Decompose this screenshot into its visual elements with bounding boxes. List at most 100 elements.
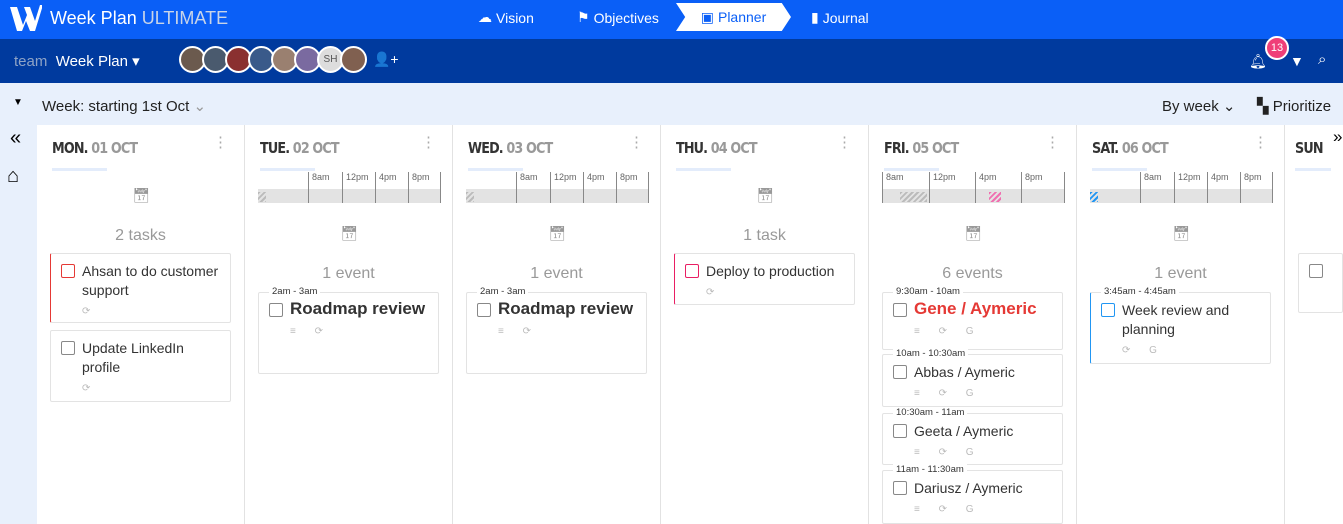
add-event-icon[interactable]: 📅︎ bbox=[340, 225, 359, 241]
member-avatar[interactable] bbox=[340, 46, 367, 73]
item-meta-icons: ⟳ bbox=[82, 306, 99, 317]
kebab-menu-icon[interactable]: ⋮ bbox=[1253, 134, 1268, 151]
day-header: TUE. 02 OCT bbox=[260, 139, 340, 157]
item-meta-icons: ≡ ⟳ G bbox=[914, 388, 982, 399]
item-title: Geeta / Aymeric bbox=[914, 423, 1014, 439]
timeline-tick: 4pm bbox=[375, 172, 397, 203]
item-meta-icons: ≡ ⟳ G bbox=[914, 447, 982, 458]
add-member-icon[interactable]: 👤+ bbox=[373, 51, 399, 67]
event-card[interactable]: 3:45am - 4:45am Week review and planning ⟳… bbox=[1090, 286, 1271, 364]
prioritize-button[interactable]: ▚ Prioritize bbox=[1257, 98, 1332, 115]
checkbox[interactable] bbox=[893, 481, 907, 495]
kebab-menu-icon[interactable]: ⋮ bbox=[421, 134, 436, 151]
checkbox[interactable] bbox=[1101, 303, 1115, 317]
checkbox[interactable] bbox=[477, 303, 491, 317]
view-selector[interactable]: By week ⌄ bbox=[1162, 98, 1236, 115]
item-title: Roadmap review bbox=[498, 299, 634, 318]
filter-icon[interactable]: ▼ bbox=[1290, 53, 1304, 69]
kebab-menu-icon[interactable]: ⋮ bbox=[1045, 134, 1060, 151]
expand-right-icon[interactable]: » bbox=[1333, 127, 1343, 146]
day-column: TUE. 02 OCT ⋮ 8am 12pm 4pm 8pm 📅︎ 1 event 2am - … bbox=[245, 125, 453, 524]
day-column: WED. 03 OCT ⋮ 8am 12pm 4pm 8pm 📅︎ 1 event 2am - … bbox=[453, 125, 661, 524]
nav-journal[interactable]: ▮ Journal bbox=[811, 9, 869, 26]
kebab-menu-icon[interactable]: ⋮ bbox=[837, 134, 852, 151]
checkbox[interactable] bbox=[269, 303, 283, 317]
nav-objectives[interactable]: ⚑ Objectives bbox=[577, 9, 659, 26]
checkbox[interactable] bbox=[893, 303, 907, 317]
app-title: Week Plan ULTIMATE bbox=[50, 8, 229, 28]
timeline-tick: 12pm bbox=[929, 172, 956, 203]
week-selector[interactable]: Week: starting 1st Oct ⌄ bbox=[42, 98, 207, 115]
item-title: Roadmap review bbox=[290, 299, 426, 318]
member-avatar[interactable] bbox=[202, 46, 229, 73]
timeline-tick: 8am bbox=[308, 172, 330, 203]
item-count: 6 events bbox=[942, 265, 1003, 282]
item-title: Deploy to production bbox=[706, 263, 835, 279]
item-count: 2 tasks bbox=[115, 227, 166, 244]
task-card[interactable]: Deploy to production ⟳ bbox=[674, 253, 855, 305]
checkbox[interactable] bbox=[893, 424, 907, 438]
team-selector[interactable]: team Week Plan ▾ bbox=[14, 53, 140, 70]
add-event-icon[interactable]: 📅︎ bbox=[964, 225, 983, 241]
kebab-menu-icon[interactable]: ⋮ bbox=[629, 134, 644, 151]
checkbox[interactable] bbox=[1309, 264, 1323, 278]
checkbox[interactable] bbox=[685, 264, 699, 278]
task-card[interactable]: Ahsan to do customer support ⟳ bbox=[50, 253, 231, 323]
event-time: 2am - 3am bbox=[269, 286, 321, 297]
day-timeline: 8am 12pm 4pm 8pm bbox=[466, 172, 649, 204]
event-card[interactable]: 10am - 10:30am Abbas / Aymeric ≡ ⟳ G bbox=[882, 348, 1063, 407]
bell-icon[interactable]: 🔔︎ bbox=[1249, 53, 1267, 69]
toolbar: ▼ Week: starting 1st Oct ⌄ By week ⌄ ▚ P… bbox=[0, 83, 1343, 125]
team-members: SH bbox=[179, 46, 367, 73]
day-underline bbox=[1092, 168, 1147, 171]
timeline-event[interactable] bbox=[989, 192, 1001, 202]
member-avatar[interactable] bbox=[271, 46, 298, 73]
add-event-icon[interactable]: 📅︎ bbox=[548, 225, 567, 241]
checkbox[interactable] bbox=[61, 264, 75, 278]
collapse-left-icon[interactable]: « bbox=[10, 127, 22, 149]
add-event-icon[interactable]: 📅︎ bbox=[132, 187, 151, 203]
add-event-icon[interactable]: 📅︎ bbox=[1172, 225, 1191, 241]
item-title: Update LinkedIn profile bbox=[82, 340, 184, 375]
team-bar: team Week Plan ▾ SH 👤+ 🔔︎ 13 ▼ ⌕ bbox=[0, 36, 1343, 83]
item-meta-icons: ≡ ⟳ G bbox=[914, 326, 982, 337]
timeline-event[interactable] bbox=[466, 192, 474, 202]
event-card[interactable]: 11am - 11:30am Dariusz / Aymeric ≡ ⟳ G bbox=[882, 464, 1063, 524]
task-card[interactable]: Update LinkedIn profile ⟳ bbox=[50, 330, 231, 402]
item-count: 1 event bbox=[322, 265, 375, 282]
kebab-menu-icon[interactable]: ⋮ bbox=[213, 134, 228, 151]
item-title: Abbas / Aymeric bbox=[914, 364, 1015, 380]
event-time: 10:30am - 11am bbox=[893, 407, 968, 418]
top-bar: Week Plan ULTIMATE ☁ Vision ⚑ Objectives… bbox=[0, 0, 1343, 39]
timeline-event[interactable] bbox=[258, 192, 266, 202]
day-underline bbox=[1295, 168, 1331, 171]
day-header: SUN bbox=[1295, 139, 1324, 157]
timeline-event[interactable] bbox=[1090, 192, 1098, 202]
member-avatar[interactable] bbox=[179, 46, 206, 73]
checkbox[interactable] bbox=[61, 341, 75, 355]
nav-vision[interactable]: ☁ Vision bbox=[478, 9, 534, 26]
add-event-icon[interactable]: 📅︎ bbox=[756, 187, 775, 203]
timeline-tick: 8am bbox=[516, 172, 538, 203]
member-avatar[interactable] bbox=[225, 46, 252, 73]
day-column: FRI. 05 OCT ⋮ 8am 12pm 4pm 8pm 📅︎ 6 events 9:30a… bbox=[869, 125, 1077, 524]
day-underline bbox=[260, 168, 315, 171]
event-card[interactable]: 9:30am - 10am Gene / Aymeric ≡ ⟳ G bbox=[882, 286, 1063, 350]
nav-planner[interactable]: ▣ Planner bbox=[676, 3, 791, 31]
day-column: SUN bbox=[1285, 125, 1343, 524]
item-count: 1 event bbox=[530, 265, 583, 282]
timeline-tick: 8pm bbox=[1240, 172, 1262, 203]
search-icon[interactable]: ⌕ bbox=[1318, 51, 1327, 68]
item-title: Gene / Aymeric bbox=[914, 299, 1037, 318]
timeline-tick: 8am bbox=[1140, 172, 1162, 203]
checkbox[interactable] bbox=[893, 365, 907, 379]
timeline-event[interactable] bbox=[900, 192, 927, 202]
event-card[interactable]: 10:30am - 11am Geeta / Aymeric ≡ ⟳ G bbox=[882, 407, 1063, 465]
task-card[interactable] bbox=[1298, 253, 1343, 313]
collapse-caret-icon[interactable]: ▼ bbox=[13, 97, 23, 108]
home-icon[interactable]: ⌂ bbox=[7, 165, 20, 187]
event-card[interactable]: 2am - 3am Roadmap review ≡ ⟳ bbox=[258, 286, 439, 374]
calendar-check-icon: ▣ bbox=[700, 8, 714, 25]
event-card[interactable]: 2am - 3am Roadmap review ≡ ⟳ bbox=[466, 286, 647, 374]
event-time: 9:30am - 10am bbox=[893, 286, 963, 297]
